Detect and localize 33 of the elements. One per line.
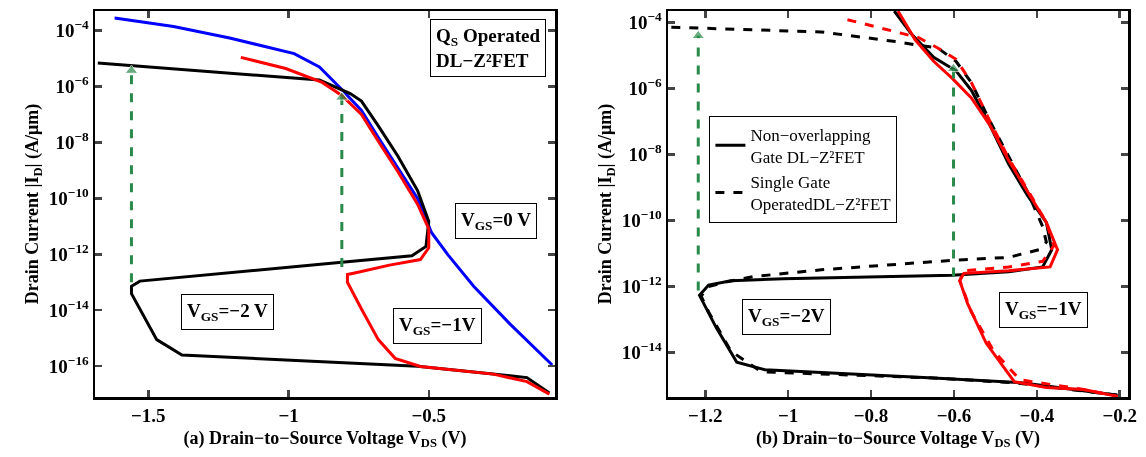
legend-label: Non−overlapping Gate DL−Z²FET [750,125,871,168]
y-tick-label: 10$^{−12}$ [48,240,90,265]
x-axis-title: (b) Drain−to−Source Voltage V$_{DS}$ (V) [756,427,1040,451]
y-tick-label: 10$^{−16}$ [48,352,90,377]
y-tick-label: 10$^{−10}$ [48,185,90,210]
annotation: V$_{GS}$=−1V [399,314,476,338]
legend-label: Single Gate OperatedDL−Z²FET [750,173,892,215]
x-tick-label: −0.2 [1102,405,1137,427]
annotation: V$_{GS}$=−1V [1005,298,1082,322]
y-tick-label: 10$^{−14}$ [48,296,90,321]
x-tick-label: −0.6 [936,405,972,427]
y-tick-label: 10$^{−12}$ [621,273,663,298]
x-tick-label: −1.2 [688,405,723,427]
y-tick-label: 10$^{−14}$ [621,339,663,364]
line-series [113,16,554,367]
y-tick-label: 10$^{−8}$ [55,129,90,154]
y-tick-label: 10$^{−8}$ [628,141,663,166]
x-tick-label: −1 [278,405,299,427]
x-tick-label: −1 [778,405,799,427]
x-tick-label: −0.4 [1019,405,1055,427]
y-tick-label: 10$^{−6}$ [55,73,90,98]
annotation: Q$_{S}$ Operated DL−Z²FET [436,25,541,71]
annotation: V$_{GS}$=−2V [748,305,825,329]
y-tick-label: 10$^{−4}$ [55,17,90,42]
y-tick-label: 10$^{−4}$ [628,8,663,33]
annotation: V$_{GS}$=−2 V [187,300,269,324]
annotation: V$_{GS}$=0 V [461,209,532,233]
x-tick-label: −0.5 [411,405,447,427]
x-tick-label: −0.8 [853,405,889,427]
x-tick-label: −1.5 [131,405,166,427]
y-tick-label: 10$^{−6}$ [628,75,663,99]
y-tick-label: 10$^{−10}$ [621,207,663,232]
x-axis-title: (a) Drain−to−Source Voltage V$_{DS}$ (V) [183,427,467,451]
